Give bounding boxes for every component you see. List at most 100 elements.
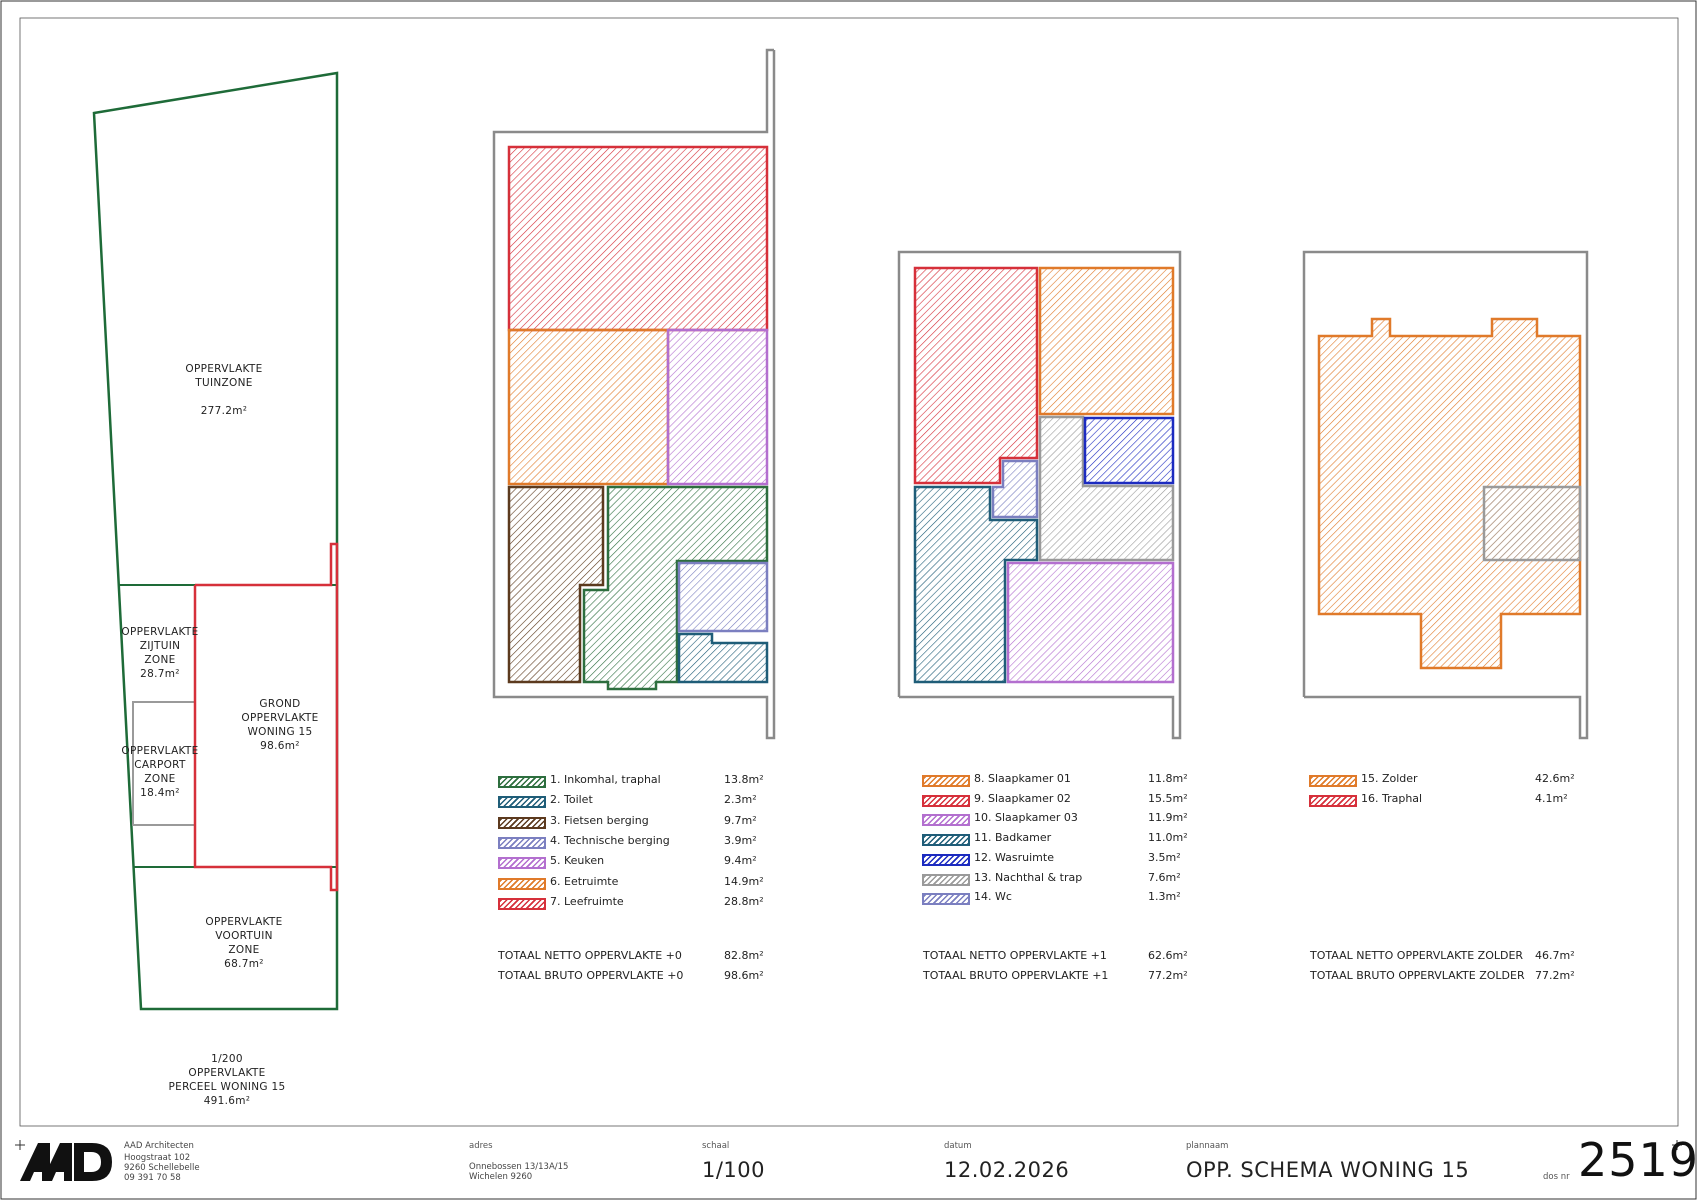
- legend-label: 8. Slaapkamer 01: [974, 772, 1071, 785]
- datum-label: datum: [944, 1141, 972, 1151]
- legend-swatch: [498, 836, 546, 849]
- legend-item: 15. Zolder 42.6m²: [1309, 772, 1579, 788]
- legend-label: 5. Keuken: [550, 854, 605, 868]
- legend-item: 11. Badkamer 11.0m²: [922, 831, 1192, 847]
- legend-item: 6. Eetruimte 14.9m²: [498, 875, 768, 891]
- site-plan: [92, 71, 339, 1011]
- room-12-wasruimte: [1083, 416, 1175, 485]
- floor0-wall: [492, 48, 776, 740]
- site-boundary: [92, 71, 339, 1011]
- legend-value: 28.8m²: [724, 894, 764, 908]
- legend-value: 3.9m²: [724, 833, 757, 847]
- room-16-traphal: [1482, 485, 1582, 562]
- floor1-netto-label: TOTAAL NETTO OPPERVLAKTE +1: [923, 949, 1107, 962]
- legend-value: 14.9m²: [724, 874, 764, 888]
- legend-item: 1. Inkomhal, traphal 13.8m²: [498, 773, 768, 789]
- legend-value: 1.3m²: [1148, 890, 1181, 904]
- legend-item: 3. Fietsen berging 9.7m²: [498, 814, 768, 830]
- legend-swatch: [922, 775, 970, 787]
- legend-item: 16. Traphal 4.1m²: [1309, 792, 1579, 808]
- legend-value: 3.5m²: [1148, 850, 1181, 864]
- room-5-keuken: [666, 328, 769, 486]
- legend-label: 6. Eetruimte: [550, 874, 619, 888]
- room-11-badkamer: [913, 485, 1039, 684]
- legend-swatch: [922, 814, 970, 827]
- legend-swatch: [498, 776, 546, 788]
- legend-value: 11.9m²: [1148, 811, 1188, 825]
- floor0-bruto-value: 98.6m²: [724, 969, 764, 982]
- legend-swatch: [922, 873, 970, 886]
- legend-item: 13. Nachthal & trap 7.6m²: [922, 871, 1192, 887]
- legend-swatch: [498, 857, 546, 870]
- legend-floor-1: 8. Slaapkamer 01 11.8m² 9. Slaapkamer 02 15…: [922, 772, 1192, 912]
- floor1-netto-value: 62.6m²: [1148, 949, 1188, 962]
- room-3-fietsen-berging: [507, 485, 605, 684]
- dos-label: dos nr: [1543, 1172, 1570, 1182]
- schaal-label: schaal: [702, 1141, 730, 1151]
- legend-item: 7. Leefruimte 28.8m²: [498, 895, 768, 911]
- firm-street: Hoogstraat 102: [124, 1153, 191, 1163]
- legend-swatch: [922, 853, 970, 866]
- room-2-toilet: [677, 632, 769, 684]
- room-13-nachthal: [1038, 415, 1175, 562]
- legend-label: 16. Traphal: [1361, 791, 1423, 805]
- legend-item: 2. Toilet 2.3m²: [498, 793, 768, 809]
- legend-label: 1. Inkomhal, traphal: [550, 773, 661, 786]
- corner-marks: [15, 1140, 1682, 1150]
- legend-item: 12. Wasruimte 3.5m²: [922, 851, 1192, 867]
- firm-city: 9260 Schellebelle: [124, 1163, 200, 1173]
- room-4-technische-berging: [677, 561, 769, 633]
- firm-phone: 09 391 70 58: [124, 1173, 181, 1183]
- legend-floor-2: 15. Zolder 42.6m² 16. Traphal 4.1m²: [1309, 772, 1579, 812]
- legend-swatch: [498, 796, 546, 809]
- legend-value: 9.7m²: [724, 813, 757, 827]
- legend-label: 15. Zolder: [1361, 772, 1418, 785]
- datum-value: 12.02.2026: [944, 1158, 1070, 1182]
- legend-value: 9.4m²: [724, 854, 757, 868]
- legend-swatch: [498, 877, 546, 890]
- room-7-leefruimte: [507, 145, 769, 332]
- label-zijtuin: OPPERVLAKTE ZIJTUIN ZONE 28.7m²: [121, 626, 199, 680]
- legend-value: 13.8m²: [724, 773, 764, 786]
- schaal-value: 1/100: [702, 1158, 766, 1182]
- label-carport: OPPERVLAKTE CARPORT ZONE 18.4m²: [121, 745, 199, 799]
- floor-plan-2: [1302, 250, 1589, 740]
- aad-logo: [20, 1143, 112, 1181]
- legend-swatch: [498, 816, 546, 829]
- legend-swatch: [1309, 775, 1357, 787]
- legend-label: 11. Badkamer: [974, 831, 1052, 845]
- legend-label: 13. Nachthal & trap: [974, 870, 1083, 884]
- adres-line-1: Onnebossen 13/13A/15: [469, 1162, 569, 1172]
- site-caption: 1/200 OPPERVLAKTE PERCEEL WONING 15 491.…: [168, 1053, 286, 1107]
- legend-swatch: [498, 897, 546, 910]
- legend-value: 7.6m²: [1148, 870, 1181, 884]
- room-6-eetruimte: [507, 328, 670, 486]
- firm-name: AAD Architecten: [124, 1141, 194, 1151]
- floor0-bruto-label: TOTAAL BRUTO OPPERVLAKTE +0: [498, 969, 684, 982]
- label-grond: GROND OPPERVLAKTE WONING 15 98.6m²: [241, 698, 319, 752]
- floor0-netto-label: TOTAAL NETTO OPPERVLAKTE +0: [498, 949, 682, 962]
- floor-plan-1: [897, 250, 1182, 740]
- legend-item: 14. Wc 1.3m²: [922, 890, 1192, 906]
- floor2-wall: [1302, 250, 1589, 740]
- label-tuinzone: OPPERVLAKTE TUINZONE 277.2m²: [185, 363, 263, 417]
- floor0-netto-value: 82.8m²: [724, 949, 764, 962]
- woning-outline: [193, 542, 339, 892]
- legend-swatch: [1309, 794, 1357, 807]
- legend-value: 42.6m²: [1535, 772, 1575, 785]
- legend-label: 2. Toilet: [550, 793, 593, 807]
- legend-item: 4. Technische berging 3.9m²: [498, 834, 768, 850]
- legend-swatch: [922, 893, 970, 906]
- floor2-netto-value: 46.7m²: [1535, 949, 1575, 962]
- legend-label: 7. Leefruimte: [550, 894, 624, 908]
- room-8-slaapkamer-01: [1038, 266, 1175, 416]
- legend-item: 10. Slaapkamer 03 11.9m²: [922, 811, 1192, 827]
- legend-value: 11.0m²: [1148, 831, 1188, 845]
- legend-value: 15.5m²: [1148, 791, 1188, 805]
- room-15-zolder: [1317, 317, 1582, 670]
- room-14-wc: [991, 459, 1039, 519]
- floor1-bruto-label: TOTAAL BRUTO OPPERVLAKTE +1: [923, 969, 1109, 982]
- floor2-bruto-value: 77.2m²: [1535, 969, 1575, 982]
- legend-label: 10. Slaapkamer 03: [974, 811, 1078, 825]
